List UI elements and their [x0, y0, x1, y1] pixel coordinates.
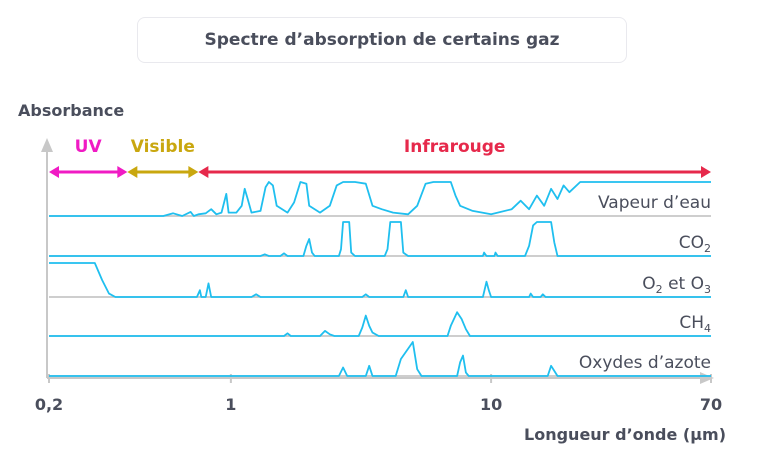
series-row: CO2 [49, 221, 711, 257]
series-curve [49, 221, 711, 257]
series-curve [49, 181, 711, 217]
series-row: Vapeur d’eau [49, 181, 711, 217]
region-label: Infrarouge [404, 137, 506, 157]
series-label: CO2 [679, 233, 711, 255]
chart-title: Spectre d’absorption de certains gaz [137, 17, 627, 63]
arrow-left-icon [49, 166, 59, 178]
x-axis-label: Longueur d’onde (µm) [524, 425, 726, 444]
arrow-right-icon [701, 166, 711, 178]
series-row: Oxydes d’azote [49, 341, 711, 377]
series-row: CH4 [49, 311, 711, 337]
arrow-left-icon [127, 166, 138, 178]
series-row: O2 et O3 [49, 262, 711, 298]
arrow-left-icon [198, 166, 209, 178]
x-tick-label: 0,2 [35, 395, 63, 414]
region-label: UV [75, 137, 103, 157]
x-tick-label: 70 [700, 395, 722, 414]
region-label: Visible [131, 137, 195, 157]
spectral-regions: UV Visible Infrarouge [49, 137, 711, 178]
y-axis-arrow-icon [41, 138, 53, 152]
series-curve [49, 262, 711, 298]
region-visible: Visible [127, 137, 199, 178]
series-label: Vapeur d’eau [598, 193, 711, 213]
x-ticks: 0,2 1 10 70 [35, 374, 722, 414]
region-uv: UV [49, 137, 128, 178]
y-axis-label: Absorbance [18, 101, 124, 120]
series-group: Vapeur d’eau CO2 O2 et O3 CH4 Oxydes d’azote [49, 181, 711, 377]
x-tick-label: 1 [225, 395, 236, 414]
series-curve [49, 311, 711, 337]
arrow-right-icon [117, 166, 128, 178]
region-infrarouge: Infrarouge [198, 137, 711, 178]
series-label: CH4 [679, 313, 711, 335]
x-axis-arrow-icon [700, 372, 714, 384]
arrow-right-icon [188, 166, 199, 178]
series-label: Oxydes d’azote [579, 353, 711, 373]
series-label: O2 et O3 [642, 274, 711, 296]
series-curve [49, 341, 711, 377]
x-tick-label: 10 [480, 395, 502, 414]
